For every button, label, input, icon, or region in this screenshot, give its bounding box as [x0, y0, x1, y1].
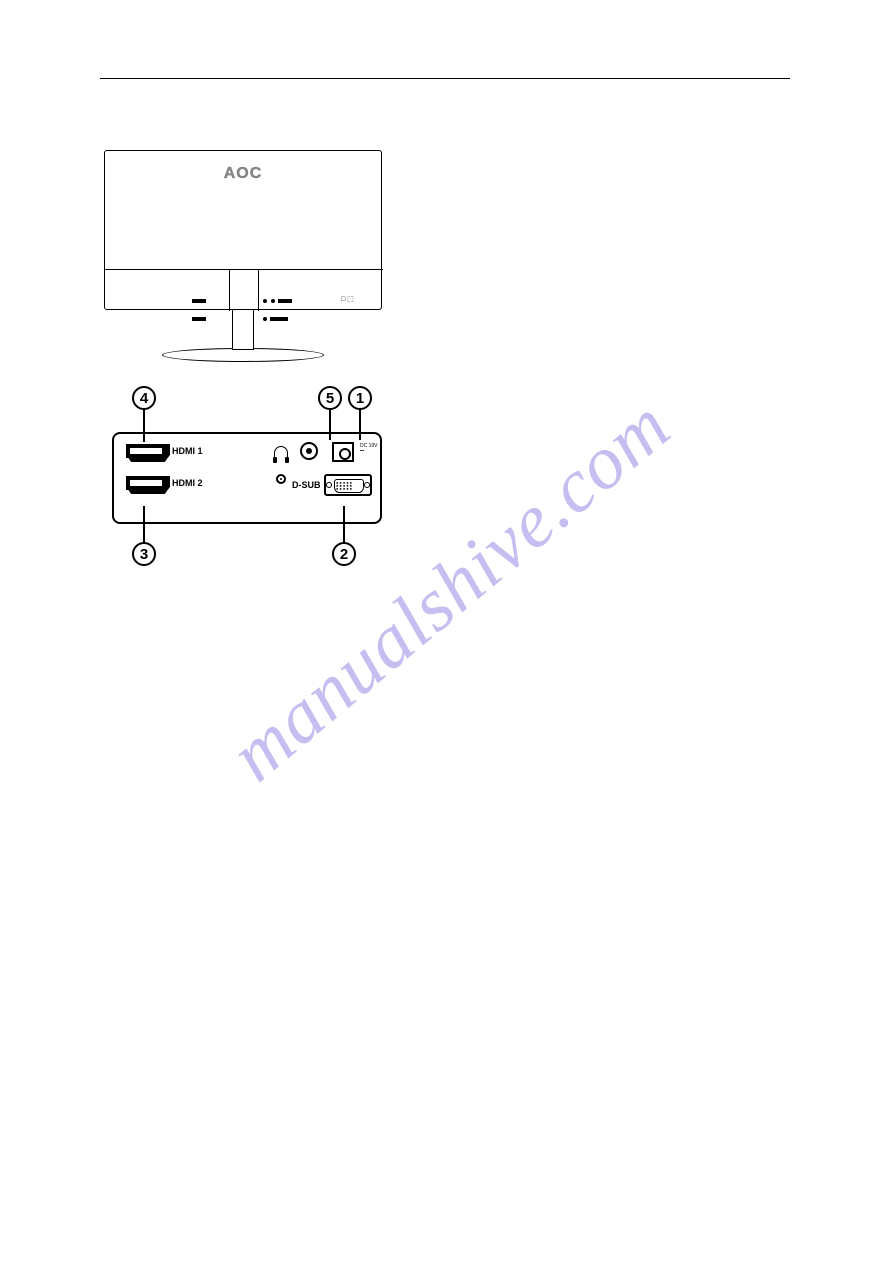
callout-1: 1 — [348, 386, 372, 410]
dc-power-jack-icon — [332, 442, 354, 462]
dc-label: DC 19V ⎓ — [360, 444, 380, 454]
hdmi2-label: HDMI 2 — [172, 478, 203, 488]
callout-4: 4 — [132, 386, 156, 410]
vga-port-icon: ●●●●●●●●●●●●●●● — [324, 474, 372, 496]
headphone-icon — [274, 446, 288, 460]
monitor-rear-diagram: AOC □ ⬚ — [104, 150, 382, 368]
callout-5: 5 — [318, 386, 342, 410]
hdmi1-label: HDMI 1 — [172, 446, 203, 456]
callout-4-leader — [143, 410, 145, 442]
headphone-out-jack-icon — [300, 442, 318, 460]
brand-logo: AOC — [224, 165, 263, 183]
callout-2-leader — [343, 506, 345, 542]
monitor-neck — [232, 310, 254, 350]
callout-2: 2 — [332, 542, 356, 566]
callout-5-leader — [329, 410, 331, 440]
aux-jack-icon — [276, 474, 286, 484]
callout-3-leader — [143, 506, 145, 542]
monitor-base — [162, 348, 324, 362]
hdmi2-port-icon — [126, 476, 166, 490]
port-panel-body: HDMI 1 HDMI 2 DC 19V ⎓ D-SUB ●●●●●●●●●●●… — [112, 432, 382, 524]
callout-1-leader — [359, 410, 361, 440]
monitor-body: AOC □ ⬚ — [104, 150, 382, 310]
dsub-label: D-SUB — [292, 480, 321, 490]
kensington-lock-icon: □ ⬚ — [341, 295, 354, 303]
monitor-neck-upper — [229, 269, 259, 311]
callout-3: 3 — [132, 542, 156, 566]
rear-port-cluster-left — [191, 291, 227, 305]
page-top-rule — [100, 78, 790, 79]
rear-port-cluster-right — [261, 291, 307, 305]
hdmi1-port-icon — [126, 444, 166, 458]
port-panel-diagram: 4 5 1 HDMI 1 HDMI 2 DC 19V ⎓ D-SUB ●●●●●… — [100, 386, 395, 576]
figure-area: AOC □ ⬚ 4 5 1 HDMI 1 HDMI 2 — [100, 150, 400, 576]
